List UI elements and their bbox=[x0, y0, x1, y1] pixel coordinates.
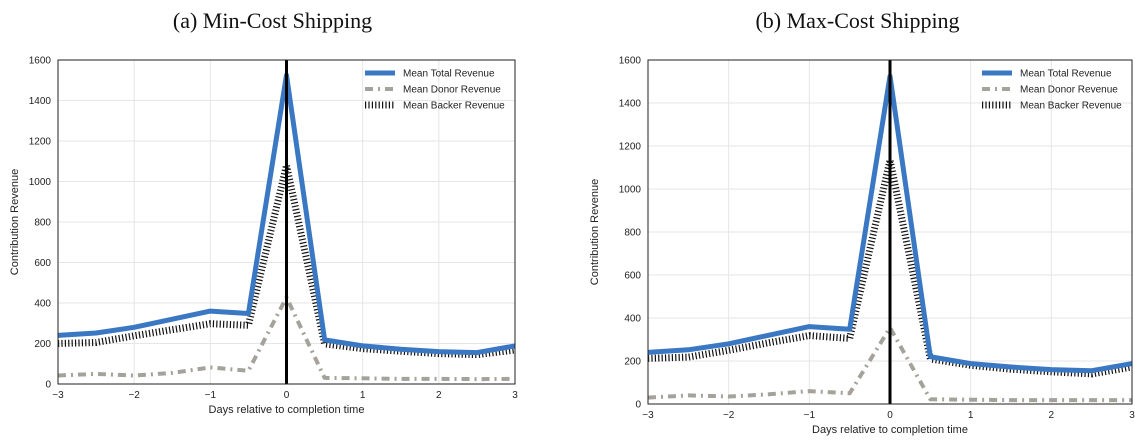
y-tick-label: 1200 bbox=[619, 142, 642, 153]
x-tick-label: 0 bbox=[284, 390, 290, 401]
y-tick-label: 1200 bbox=[29, 137, 52, 148]
chart-svg: 0 200 400 600 800 1000 1200 1400 1600 −3 −2 −1 0 1 2 3 D… bbox=[9, 56, 518, 417]
x-tick-label: −2 bbox=[723, 410, 735, 421]
x-tick-label: −2 bbox=[128, 390, 140, 401]
x-tick-label: 3 bbox=[512, 390, 518, 401]
y-tick-label: 800 bbox=[624, 228, 641, 239]
legend-label: Mean Donor Revenue bbox=[1020, 85, 1118, 96]
legend-label: Mean Donor Revenue bbox=[403, 85, 501, 96]
y-tick-label: 600 bbox=[34, 258, 51, 269]
y-axis-label: Contribution Revenue bbox=[9, 169, 21, 275]
x-tick-label: 1 bbox=[968, 410, 974, 421]
plot-frame bbox=[57, 59, 516, 385]
chart-panel-b: (b) Max-Cost Shipping 0 200 400 600 800 1000 1… bbox=[580, 0, 1135, 441]
legend-label: Mean Total Revenue bbox=[403, 69, 495, 80]
legend-label: Mean Total Revenue bbox=[1020, 69, 1112, 80]
series-line-mean-donor-revenue bbox=[647, 325, 1132, 403]
y-axis-label: Contribution Revenue bbox=[589, 179, 601, 285]
y-tick-label: 1000 bbox=[29, 177, 52, 188]
y-tick-label: 1600 bbox=[29, 56, 52, 67]
y-tick-label: 1600 bbox=[619, 56, 642, 67]
y-tick-label: 1400 bbox=[29, 96, 52, 107]
chart-panel-a: (a) Min-Cost Shipping 0 200 400 600 800 1000 1… bbox=[0, 0, 545, 441]
chart-svg: 0 200 400 600 800 1000 1200 1400 1600 −3 −2 −1 0 1 2 3 D… bbox=[589, 56, 1135, 437]
y-tick-label: 0 bbox=[45, 380, 51, 391]
y-tick-label: 400 bbox=[34, 299, 51, 310]
y-tick-label: 200 bbox=[34, 339, 51, 350]
y-tick-label: 0 bbox=[635, 400, 641, 411]
chart-title: (b) Max-Cost Shipping bbox=[755, 8, 960, 33]
y-tick-label: 800 bbox=[34, 218, 51, 229]
x-tick-label: −3 bbox=[52, 390, 64, 401]
y-tick-label: 1400 bbox=[619, 99, 642, 110]
x-tick-label: 0 bbox=[887, 410, 893, 421]
x-tick-label: −1 bbox=[804, 410, 816, 421]
y-tick-label: 200 bbox=[624, 357, 641, 368]
x-tick-label: 2 bbox=[1049, 410, 1055, 421]
legend-label: Mean Backer Revenue bbox=[1020, 101, 1122, 112]
plot-frame bbox=[647, 59, 1133, 405]
x-axis-label: Days relative to completion time bbox=[209, 404, 365, 416]
legend-label: Mean Backer Revenue bbox=[403, 101, 505, 112]
y-tick-label: 600 bbox=[624, 271, 641, 282]
y-tick-label: 1000 bbox=[619, 185, 642, 196]
x-axis-label: Days relative to completion time bbox=[812, 424, 968, 436]
x-tick-label: 2 bbox=[436, 390, 442, 401]
chart-title: (a) Min-Cost Shipping bbox=[172, 8, 373, 33]
y-tick-label: 400 bbox=[624, 314, 641, 325]
x-tick-label: 3 bbox=[1129, 410, 1135, 421]
x-tick-label: 1 bbox=[360, 390, 366, 401]
x-tick-label: −3 bbox=[642, 410, 654, 421]
x-tick-label: −1 bbox=[205, 390, 217, 401]
